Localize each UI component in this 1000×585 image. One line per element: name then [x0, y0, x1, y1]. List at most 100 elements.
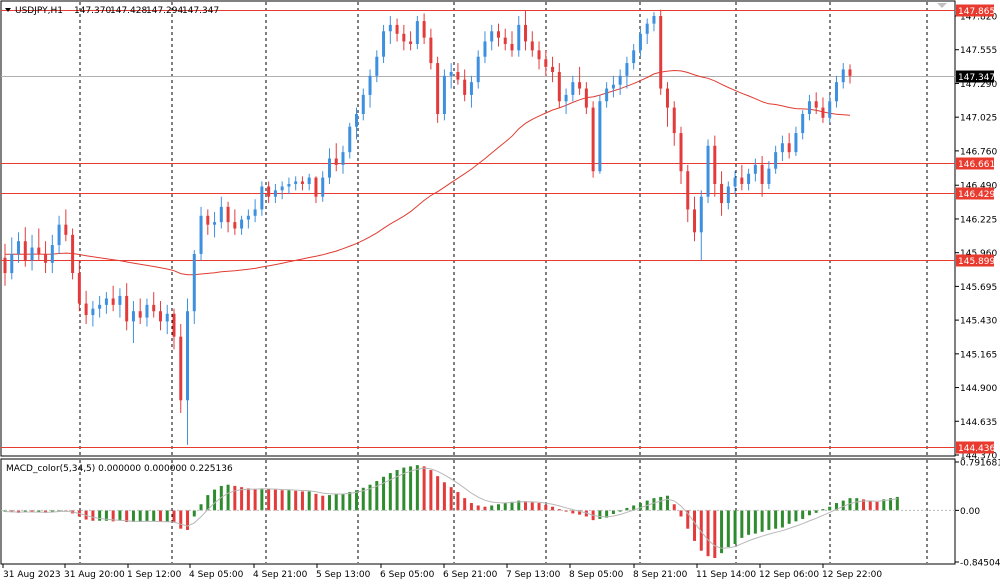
- macd-bar: [402, 467, 406, 511]
- candle-body: [605, 88, 609, 102]
- candle-body: [368, 75, 372, 95]
- macd-bar: [862, 499, 866, 511]
- candle-body: [787, 143, 791, 153]
- macd-bar: [98, 510, 102, 521]
- candle-body: [767, 168, 771, 184]
- macd-bar: [84, 510, 88, 520]
- macd-bar: [496, 504, 500, 511]
- macd-bar: [571, 510, 575, 514]
- macd-bar: [213, 489, 217, 511]
- candle-body: [44, 253, 48, 263]
- candle-body: [483, 41, 487, 57]
- macd-bar: [334, 494, 338, 511]
- candle-body: [517, 24, 521, 51]
- macd-bar: [733, 510, 737, 544]
- candle-body: [17, 241, 21, 254]
- level-label: 146.429: [958, 190, 995, 200]
- price-tick-label: 144.370: [960, 452, 997, 462]
- time-tick-label: 31 Aug 2023: [3, 570, 61, 580]
- macd-bar: [199, 504, 203, 511]
- macd-bar: [375, 481, 379, 511]
- macd-bar: [463, 498, 467, 511]
- candle-body: [192, 253, 196, 312]
- candle-body: [382, 31, 386, 57]
- candle-body: [3, 257, 7, 274]
- candle-body: [138, 311, 142, 318]
- candle-body: [375, 56, 379, 76]
- moving-average-line: [5, 69, 851, 276]
- candle-body: [720, 183, 724, 204]
- macd-bar: [618, 510, 622, 512]
- candle-body: [233, 222, 237, 229]
- candle-body: [388, 24, 392, 32]
- candle-body: [307, 177, 311, 184]
- candle-body: [145, 304, 149, 318]
- candle-body: [50, 245, 54, 263]
- macd-bar: [321, 495, 325, 511]
- macd-bar: [699, 510, 703, 551]
- candle-body: [713, 145, 717, 184]
- candle-body: [253, 209, 257, 216]
- macd-bar: [3, 510, 7, 512]
- macd-tick-label: 0.791681: [960, 459, 1000, 469]
- dropdown-arrow-icon[interactable]: [5, 8, 11, 12]
- candle-body: [71, 234, 75, 274]
- macd-bar: [253, 488, 257, 511]
- macd-bar: [834, 503, 838, 511]
- candle-body: [98, 304, 102, 309]
- candle-body: [807, 101, 811, 114]
- candle-body: [774, 152, 778, 169]
- candle-body: [165, 313, 169, 322]
- macd-bar: [483, 506, 487, 511]
- horizontal-levels[interactable]: [1, 10, 955, 448]
- macd-bar: [801, 510, 805, 519]
- time-tick-label: 4 Sep 05:00: [189, 570, 244, 580]
- candle-body: [476, 56, 480, 83]
- macd-bar: [429, 470, 433, 511]
- candle-body: [632, 50, 636, 64]
- chart-header-close: 147.347: [182, 6, 219, 16]
- macd-bar: [192, 510, 196, 517]
- candle-body: [125, 295, 129, 322]
- candle-body: [611, 84, 615, 89]
- candle-body: [429, 37, 433, 64]
- macd-bar: [490, 505, 494, 511]
- macd-tick-label: -0.845042: [960, 559, 1000, 569]
- macd-bar: [882, 499, 886, 511]
- candle-body: [287, 183, 291, 187]
- level-label-box: [956, 187, 994, 200]
- macd-bar: [598, 510, 602, 519]
- candle-body: [841, 69, 845, 83]
- candle-body: [571, 82, 575, 95]
- macd-bar: [875, 501, 879, 511]
- macd-bar: [774, 510, 778, 529]
- chart-shift-icon[interactable]: [937, 3, 947, 8]
- candle-body: [780, 143, 784, 153]
- macd-bar: [652, 498, 656, 511]
- macd-bar: [456, 492, 460, 511]
- macd-bar: [388, 473, 392, 511]
- candle-body: [172, 313, 176, 337]
- macd-bar: [503, 503, 507, 511]
- level-label-box: [956, 4, 994, 17]
- candle-body: [118, 295, 122, 305]
- macd-bar: [578, 510, 582, 515]
- candle-body: [341, 152, 345, 165]
- candle-body: [834, 82, 838, 102]
- candle-body: [503, 37, 507, 44]
- macd-bar: [294, 490, 298, 511]
- time-tick-label: 31 Aug 20:00: [64, 570, 125, 580]
- macd-histogram: [3, 465, 899, 559]
- candle-body: [442, 75, 446, 114]
- candle-body: [469, 82, 473, 95]
- candle-body: [449, 71, 453, 76]
- candle-body: [158, 311, 162, 322]
- candle-body: [652, 15, 656, 24]
- macd-bar: [889, 498, 893, 511]
- macd-bar: [747, 510, 751, 535]
- candle-body: [415, 21, 419, 44]
- macd-bar: [841, 500, 845, 511]
- time-tick-label: 8 Sep 21:00: [633, 570, 688, 580]
- time-tick-label: 5 Sep 13:00: [316, 570, 371, 580]
